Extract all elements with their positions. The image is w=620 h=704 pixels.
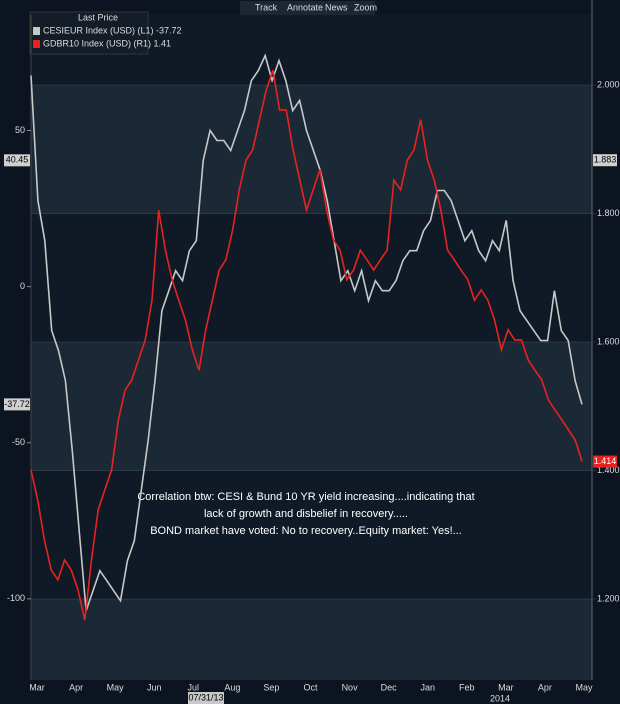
band bbox=[31, 342, 592, 471]
value-tag-label: -37.72 bbox=[4, 399, 30, 409]
year-label: 2014 bbox=[490, 693, 510, 703]
y-tick-label: -50 bbox=[12, 437, 25, 447]
x-tick-label: Mar bbox=[29, 682, 45, 692]
y2-tick-label: 1.800 bbox=[597, 208, 620, 218]
legend-entry: CESIEUR Index (USD) (L1) -37.72 bbox=[43, 25, 182, 35]
x-tick-label: May bbox=[575, 682, 593, 692]
x-tick-label: Nov bbox=[342, 682, 359, 692]
x-tick-label: Jan bbox=[420, 682, 435, 692]
value-tag bbox=[4, 154, 30, 167]
toolbar-item[interactable]: Track bbox=[255, 2, 278, 12]
band bbox=[31, 213, 592, 343]
toolbar-item[interactable]: Annotate bbox=[287, 2, 323, 12]
y2-tick-label: 2.000 bbox=[597, 79, 620, 89]
y-tick-label: 50 bbox=[15, 125, 25, 135]
value-tag-label: 1.414 bbox=[594, 456, 617, 466]
y-tick-label: -100 bbox=[7, 593, 25, 603]
x-tick-label: May bbox=[107, 682, 125, 692]
series-line bbox=[30, 70, 583, 621]
x-tick-label: Feb bbox=[459, 682, 475, 692]
value-tag-label: 1.883 bbox=[594, 155, 617, 165]
y-tick-label: 0 bbox=[20, 281, 25, 291]
y2-tick-label: 1.600 bbox=[597, 336, 620, 346]
toolbar-item[interactable]: Zoom bbox=[354, 2, 377, 12]
x-tick-label: Apr bbox=[69, 682, 83, 692]
value-tag bbox=[593, 455, 617, 468]
legend-swatch bbox=[33, 27, 40, 35]
y2-tick-label: 1.200 bbox=[597, 593, 620, 603]
legend-title: Last Price bbox=[78, 12, 118, 22]
annotation: lack of growth and disbelief in recovery… bbox=[204, 508, 408, 520]
legend bbox=[29, 11, 149, 55]
toolbar-item[interactable]: News bbox=[325, 2, 348, 12]
x-tick-label: Sep bbox=[263, 682, 279, 692]
series-line bbox=[30, 53, 583, 611]
value-tag-label: 40.45 bbox=[6, 155, 29, 165]
value-tag bbox=[593, 154, 617, 167]
annotation: Correlation btw: CESI & Bund 10 YR yield… bbox=[137, 491, 474, 503]
x-tick-label: Aug bbox=[224, 682, 240, 692]
band bbox=[31, 85, 592, 214]
band bbox=[31, 599, 592, 680]
legend-swatch bbox=[33, 40, 40, 48]
x-tick-label: Jul bbox=[188, 682, 200, 692]
annotation: BOND market have voted: No to recovery..… bbox=[150, 525, 462, 537]
toolbar bbox=[240, 1, 375, 15]
x-tick-label: Jun bbox=[147, 682, 162, 692]
y2-tick-label: 1.400 bbox=[597, 465, 620, 475]
date-marker: 07/31/13 bbox=[188, 692, 223, 702]
value-tag bbox=[4, 398, 30, 411]
legend-entry: GDBR10 Index (USD) (R1) 1.41 bbox=[43, 38, 171, 48]
x-tick-label: Dec bbox=[381, 682, 398, 692]
x-tick-label: Oct bbox=[303, 682, 318, 692]
x-tick-label: Apr bbox=[538, 682, 552, 692]
x-tick-label: Mar bbox=[498, 682, 514, 692]
date-marker-box bbox=[188, 692, 224, 704]
